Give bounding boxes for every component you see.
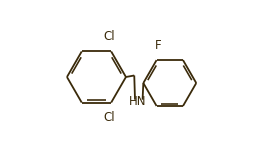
Text: Cl: Cl	[104, 30, 116, 43]
Text: HN: HN	[128, 95, 146, 108]
Text: F: F	[155, 39, 161, 52]
Text: Cl: Cl	[104, 111, 116, 124]
